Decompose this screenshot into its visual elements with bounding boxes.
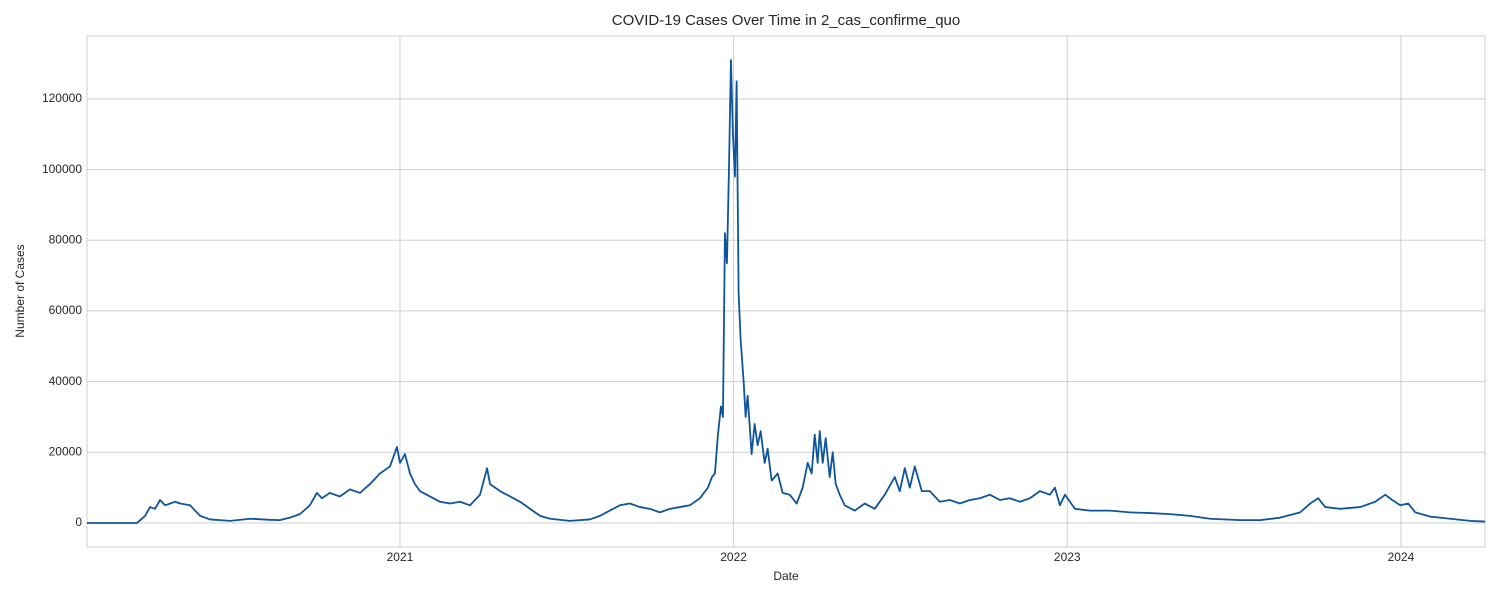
y-tick-label: 40000: [49, 374, 83, 388]
x-tick-label: 2024: [1388, 550, 1415, 564]
data-line: [87, 59, 1486, 524]
x-tick-label: 2022: [720, 550, 747, 564]
y-tick-label: 0: [75, 515, 82, 529]
x-tick-label: 2021: [387, 550, 414, 564]
y-tick-label: 20000: [49, 444, 83, 458]
y-tick-label: 60000: [49, 303, 83, 317]
y-tick-label: 80000: [49, 232, 83, 246]
y-tick-label: 100000: [42, 162, 82, 176]
y-tick-label: 120000: [42, 91, 82, 105]
plot-frame: [86, 35, 1486, 548]
y-axis-label: Number of Cases: [13, 244, 27, 337]
x-axis-label: Date: [773, 569, 799, 583]
chart-title: COVID-19 Cases Over Time in 2_cas_confir…: [612, 12, 960, 29]
x-tick-label: 2023: [1054, 550, 1081, 564]
